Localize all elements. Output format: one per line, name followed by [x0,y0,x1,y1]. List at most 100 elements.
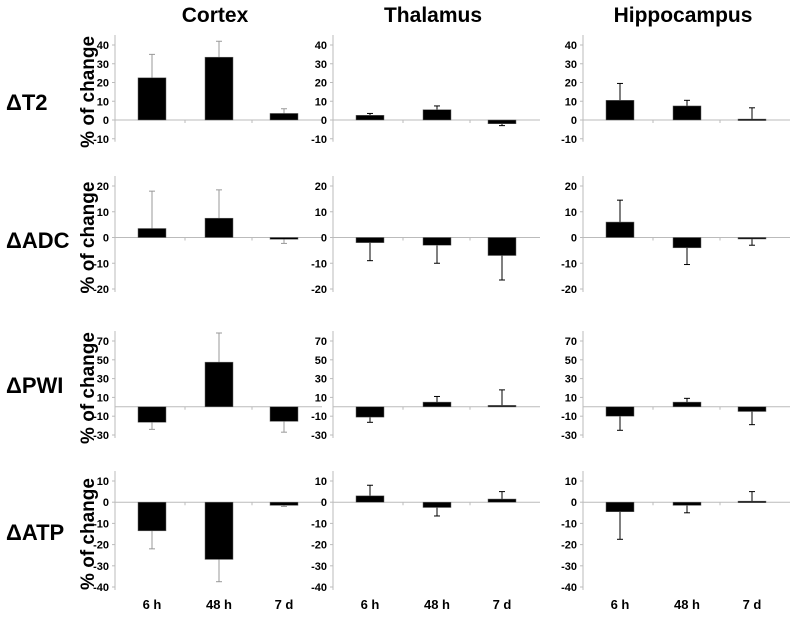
y-tick-label: -20 [311,284,327,296]
bar [204,217,234,238]
bar [355,406,385,418]
y-tick-label: -20 [561,284,577,296]
row-label: ΔPWI [6,373,63,398]
y-tick-label: -10 [93,411,109,423]
y-tick-label: 10 [97,96,109,108]
y-tick-label: -30 [93,430,109,442]
y-tick-label: 10 [565,207,577,219]
bar [605,100,635,121]
bar [737,118,767,121]
bar [269,501,299,506]
y-tick-label: -40 [561,582,577,594]
bar [422,501,452,508]
column-title: Cortex [182,4,249,27]
y-tick-label: 0 [103,115,109,127]
bar [737,500,767,503]
x-tick-label: 48 h [206,597,232,612]
y-tick-label: 30 [315,59,327,71]
y-tick-label: 10 [315,96,327,108]
y-tick-label: -10 [561,518,577,530]
y-tick-label: 20 [565,181,577,193]
x-tick-label: 6 h [361,597,380,612]
bar [204,501,234,560]
bar [355,115,385,121]
y-tick-label: 10 [97,207,109,219]
y-tick-label: 50 [565,355,577,367]
row-label: ΔATP [6,520,64,545]
y-tick-label: 10 [97,392,109,404]
bar [422,109,452,121]
x-tick-label: 48 h [424,597,450,612]
bar [737,406,767,412]
bar [737,237,767,240]
y-tick-label: 70 [315,336,327,348]
bar [269,406,299,422]
y-tick-label: 40 [565,40,577,52]
bar [487,498,517,503]
bar [269,237,299,240]
y-tick-label: 0 [571,115,577,127]
bar [355,237,385,243]
bar [672,501,702,506]
y-tick-label: -10 [311,134,327,146]
y-tick-label: 50 [315,355,327,367]
y-tick-label: 0 [571,497,577,509]
y-tick-label: -10 [561,411,577,423]
y-tick-label: -20 [311,540,327,552]
bar [137,228,167,238]
y-tick-label: 30 [565,59,577,71]
x-tick-label: 6 h [611,597,630,612]
bar [137,406,167,423]
bar [204,56,234,121]
y-tick-label: 10 [315,476,327,488]
x-tick-label: 7 d [275,597,294,612]
y-tick-label: 30 [97,374,109,386]
x-tick-label: 7 d [743,597,762,612]
y-tick-label: -10 [311,411,327,423]
bar [204,361,234,408]
bar [605,221,635,238]
y-tick-label: -10 [561,258,577,270]
y-tick-label: 10 [565,96,577,108]
bar [672,237,702,249]
y-tick-label: 20 [315,181,327,193]
bar [269,113,299,121]
y-tick-label: 10 [565,392,577,404]
y-tick-label: 30 [315,374,327,386]
x-tick-label: 48 h [674,597,700,612]
y-tick-label: -20 [561,540,577,552]
y-tick-label: 10 [315,392,327,404]
y-tick-label: -30 [93,561,109,573]
y-tick-label: 20 [97,78,109,90]
y-tick-label: 40 [315,40,327,52]
y-tick-label: 10 [315,207,327,219]
x-tick-label: 6 h [143,597,162,612]
y-tick-label: 30 [565,374,577,386]
row-label: ΔT2 [6,90,48,115]
y-axis-label: % of change [78,478,99,590]
y-tick-label: -30 [311,430,327,442]
y-tick-label: -30 [311,561,327,573]
row-label: ΔADC [6,228,70,253]
bar [605,501,635,512]
y-tick-label: 40 [97,40,109,52]
y-tick-label: -40 [311,582,327,594]
bar [355,495,385,503]
y-tick-label: 70 [565,336,577,348]
y-tick-label: -10 [93,518,109,530]
y-axis-label: % of change [78,36,99,148]
y-tick-label: 0 [571,233,577,245]
y-tick-label: 10 [565,476,577,488]
bar [487,405,517,408]
bar [137,77,167,121]
y-tick-label: 20 [97,181,109,193]
bar [422,237,452,246]
y-tick-label: 0 [321,497,327,509]
x-tick-label: 7 d [493,597,512,612]
y-tick-label: -10 [93,134,109,146]
y-tick-label: 0 [103,497,109,509]
bar [605,406,635,417]
y-tick-label: -30 [561,561,577,573]
bar [487,237,517,256]
bar [422,401,452,408]
